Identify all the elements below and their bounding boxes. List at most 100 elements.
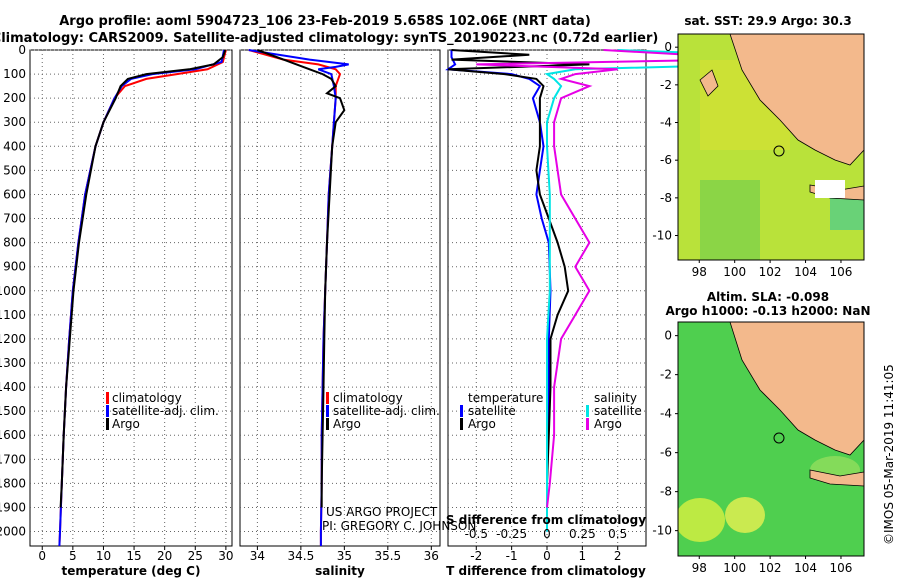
sla-map: Altim. SLA: -0.098 Argo h1000: -0.13 h20… — [652, 290, 870, 575]
imos-stamp: ©IMOS 05-Mar-2019 11:41:05 — [882, 364, 896, 545]
salinity-xlabel: salinity — [315, 564, 365, 578]
depth-axis: 0 100 200 300 400 500 600 700 800 900 1000 1100 1200… — [0, 43, 26, 539]
sla-high-anomaly-1 — [678, 498, 725, 542]
series-line-t-satellite — [445, 50, 552, 532]
sla-land-java — [809, 469, 864, 487]
x-tick-label: 0 — [38, 549, 46, 563]
sla-frame — [677, 321, 865, 557]
diff-legend-s-argo-mark — [586, 418, 589, 430]
diff-legend-t-argo-mark — [460, 418, 463, 430]
series-line-s-argo — [476, 49, 732, 508]
depth-tick-label: 200 — [3, 91, 26, 105]
x-tick-label: 25 — [188, 549, 203, 563]
depth-tick-label: 1700 — [0, 452, 26, 466]
depth-tick-label: 1400 — [0, 380, 26, 394]
sst-missing-data — [815, 180, 845, 198]
x-tick-label: 20 — [157, 549, 172, 563]
temperature-xlabel: temperature (deg C) — [62, 564, 201, 578]
sst-land-sumatra — [729, 34, 864, 166]
x-tick-label: 2 — [614, 549, 622, 563]
map-lon-label: 106 — [830, 265, 853, 279]
x-tick-label: 15 — [126, 549, 141, 563]
sst-cool-patch — [700, 180, 760, 260]
map-lat-label: -2 — [660, 78, 672, 92]
credit-line1: US ARGO PROJECT — [326, 505, 438, 519]
x-tick-label: -1 — [506, 549, 518, 563]
legend-salinity-title: salinity — [594, 391, 637, 405]
s-tick-label: 0.25 — [569, 527, 596, 541]
title-line1: Argo profile: aoml 5904723_106 23-Feb-20… — [59, 14, 591, 29]
series-line-argo — [257, 49, 346, 508]
map-lat-label: 0 — [664, 329, 672, 343]
salinity-panel: 34 34.5 35 35.5 36 salinity climatology sate… — [239, 49, 476, 578]
depth-tick-label: 1500 — [0, 404, 26, 418]
x-tick-label: 5 — [69, 549, 77, 563]
series-line-climatology — [248, 49, 342, 546]
sst-argo-location — [773, 145, 785, 157]
t-difference-xlabel: T difference from climatology — [446, 564, 646, 578]
series-line-t-argo — [447, 49, 590, 508]
map-lat-label: 0 — [664, 40, 672, 54]
depth-tick-label: 1800 — [0, 476, 26, 490]
diff-legend-t-sat-mark — [460, 405, 463, 417]
series-line-satellite-adj-clim- — [248, 49, 349, 546]
map-lat-label: -8 — [660, 191, 672, 205]
sal-legend-argo: Argo — [333, 417, 361, 431]
sal-legend-satellite-mark — [326, 405, 329, 417]
x-tick-label: 35 — [337, 549, 352, 563]
x-tick-label: 1 — [579, 549, 587, 563]
legend-satellite: satellite-adj. clim. — [112, 404, 219, 418]
depth-tick-label: 300 — [3, 115, 26, 129]
difference-legend: temperature satellite Argo salinity sate… — [460, 391, 642, 431]
sla-argo-location — [773, 432, 785, 444]
s-tick-label: -0.5 — [465, 527, 488, 541]
sal-legend-argo-mark — [326, 418, 329, 430]
depth-tick-label: 600 — [3, 187, 26, 201]
x-tick-label: -2 — [470, 549, 482, 563]
sal-legend-satellite: satellite-adj. clim. — [333, 404, 440, 418]
map-lon-label: 102 — [759, 561, 782, 575]
diff-legend-t-argo: Argo — [468, 417, 496, 431]
map-lat-label: -2 — [660, 368, 672, 382]
legend-climatology-mark — [106, 392, 109, 404]
map-lon-label: 104 — [794, 561, 817, 575]
depth-tick-label: 800 — [3, 236, 26, 250]
x-tick-label: 30 — [218, 549, 233, 563]
map-lat-label: -6 — [660, 446, 672, 460]
sst-frame — [677, 33, 865, 261]
depth-tick-label: 1000 — [0, 284, 26, 298]
series-line-argo — [59, 49, 227, 508]
map-lat-label: -8 — [660, 485, 672, 499]
map-lon-label: 102 — [759, 265, 782, 279]
diff-legend-s-satellite: satellite — [594, 404, 642, 418]
depth-tick-label: 500 — [3, 163, 26, 177]
depth-tick-label: 700 — [3, 212, 26, 226]
s-difference-label: S difference from climatology — [446, 513, 646, 527]
sal-legend-climatology-mark — [326, 392, 329, 404]
legend-argo: Argo — [112, 417, 140, 431]
depth-tick-label: 1100 — [0, 308, 26, 322]
s-tick-label: 0 — [543, 527, 551, 541]
depth-tick-label: 2000 — [0, 525, 26, 539]
map-lon-label: 100 — [723, 265, 746, 279]
map-lon-label: 100 — [723, 561, 746, 575]
map-lat-label: -4 — [660, 407, 672, 421]
depth-tick-label: 1200 — [0, 332, 26, 346]
map-lat-label: -10 — [652, 524, 672, 538]
diff-legend-s-argo: Argo — [594, 417, 622, 431]
depth-tick-label: 1900 — [0, 500, 26, 514]
s-tick-label: -0.25 — [496, 527, 527, 541]
x-tick-label: 34.5 — [288, 549, 315, 563]
s-tick-label: 0.5 — [608, 527, 627, 541]
series-line-climatology — [58, 49, 227, 547]
sst-land-island — [699, 69, 719, 97]
x-tick-label: 10 — [96, 549, 111, 563]
credit-line2: PI: GREGORY C. JOHNSON — [322, 519, 476, 533]
x-tick-label: 35.5 — [374, 549, 401, 563]
depth-tick-label: 900 — [3, 260, 26, 274]
legend-climatology: climatology — [112, 391, 182, 405]
map-lat-label: -4 — [660, 116, 672, 130]
diff-legend-t-satellite: satellite — [468, 404, 516, 418]
legend-temperature-title: temperature — [468, 391, 543, 405]
